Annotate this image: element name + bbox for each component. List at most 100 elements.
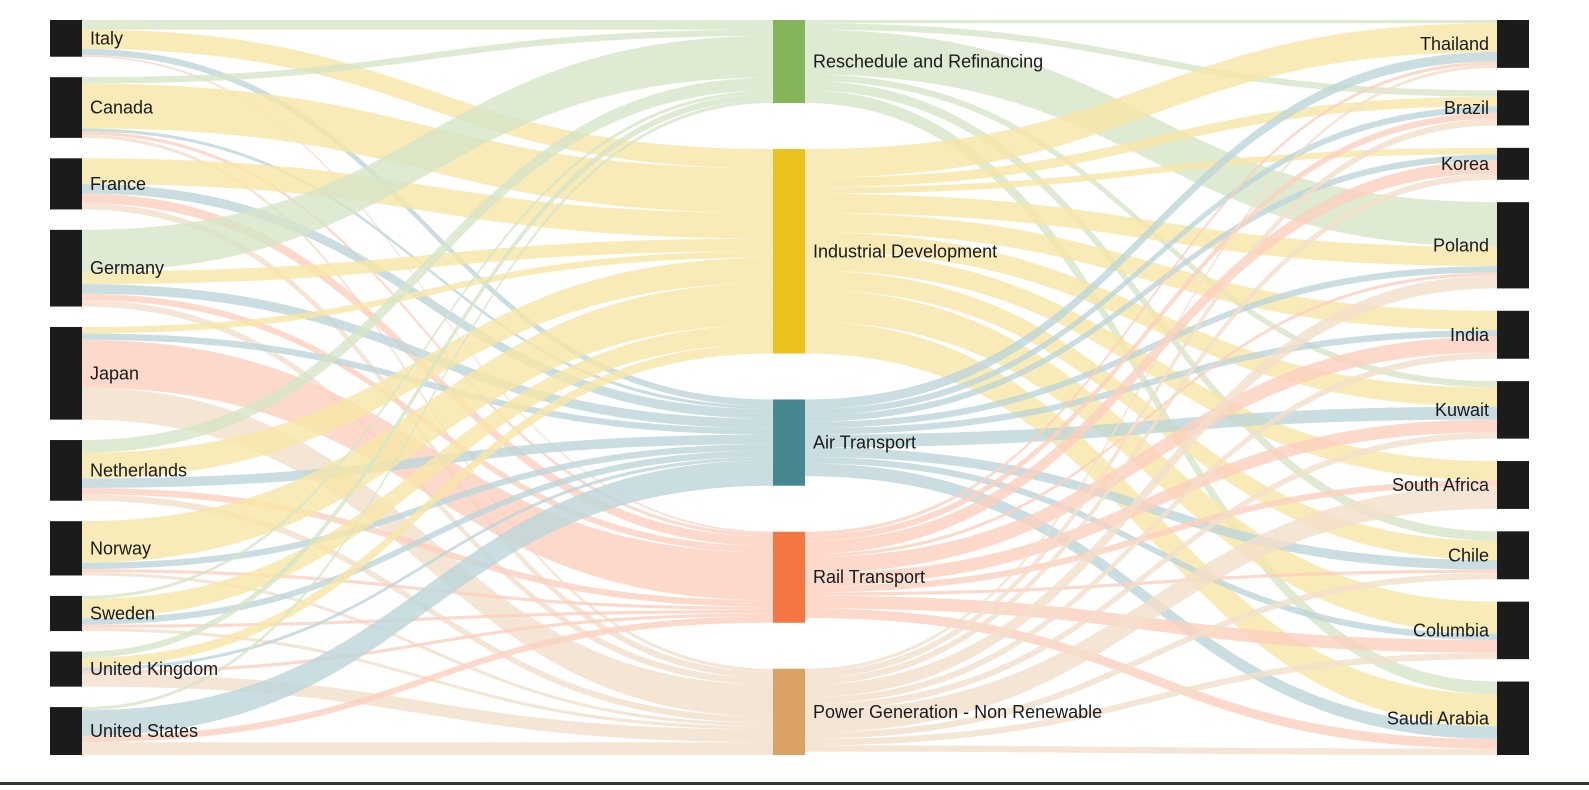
flow-industrial-development-to-korea[interactable]: [805, 147, 1497, 194]
flow-netherlands-to-rail-transport[interactable]: [82, 487, 773, 607]
flow-italy-to-reschedule-and-refinancing[interactable]: [82, 20, 773, 30]
node-netherlands[interactable]: [50, 440, 82, 501]
node-thailand[interactable]: [1497, 20, 1529, 68]
flow-air-transport-to-india[interactable]: [805, 329, 1497, 435]
node-power-generation-non-renewable[interactable]: [773, 668, 805, 755]
flow-air-transport-to-korea[interactable]: [805, 154, 1497, 422]
flow-rail-transport-to-saudi-arabia[interactable]: [805, 608, 1497, 749]
flow-power-generation-non-renewable-to-korea[interactable]: [805, 173, 1497, 685]
node-label-power-generation-non-renewable: Power Generation - Non Renewable: [813, 702, 1102, 722]
node-air-transport[interactable]: [773, 399, 805, 486]
labels-layer: Italy Canada France Germany Japan Netherlands…: [90, 28, 1490, 741]
node-saudi-arabia[interactable]: [1497, 681, 1529, 755]
flow-rail-transport-to-korea[interactable]: [805, 160, 1497, 555]
flow-power-generation-non-renewable-to-india[interactable]: [805, 352, 1497, 704]
flow-power-generation-non-renewable-to-columbia[interactable]: [805, 652, 1497, 746]
flow-united-states-to-power-generation-non-renewable[interactable]: [82, 742, 773, 755]
flow-air-transport-to-columbia[interactable]: [805, 456, 1497, 640]
node-canada[interactable]: [50, 77, 82, 138]
flow-power-generation-non-renewable-to-brazil[interactable]: [805, 119, 1497, 679]
node-industrial-development[interactable]: [773, 149, 805, 354]
flow-air-transport-to-thailand[interactable]: [805, 51, 1497, 410]
flow-power-generation-non-renewable-to-thailand[interactable]: [805, 64, 1497, 672]
node-kuwait[interactable]: [1497, 381, 1529, 439]
node-sweden[interactable]: [50, 595, 82, 632]
flow-industrial-development-to-india[interactable]: [805, 212, 1497, 330]
flow-united-kingdom-to-reschedule-and-refinancing[interactable]: [82, 93, 773, 658]
links-layer: [82, 20, 1497, 755]
node-germany[interactable]: [50, 229, 82, 307]
flow-france-to-industrial-development[interactable]: [82, 158, 773, 239]
flow-power-generation-non-renewable-to-south-africa[interactable]: [805, 486, 1497, 733]
flow-united-kingdom-to-rail-transport[interactable]: [82, 613, 773, 674]
node-japan[interactable]: [50, 326, 82, 420]
node-france[interactable]: [50, 158, 82, 210]
node-india[interactable]: [1497, 310, 1529, 359]
flow-industrial-development-to-thailand[interactable]: [805, 23, 1497, 178]
flow-power-generation-non-renewable-to-chile[interactable]: [805, 572, 1497, 740]
node-label-south-africa: South Africa: [1392, 475, 1490, 495]
flow-japan-to-air-transport[interactable]: [82, 333, 773, 435]
flow-air-transport-to-poland[interactable]: [805, 266, 1497, 429]
node-rail-transport[interactable]: [773, 531, 805, 623]
flow-sweden-to-air-transport[interactable]: [82, 450, 773, 625]
flow-sweden-to-rail-transport[interactable]: [82, 609, 773, 628]
flow-united-kingdom-to-industrial-development[interactable]: [82, 343, 773, 668]
flow-netherlands-to-air-transport[interactable]: [82, 434, 773, 488]
flow-power-generation-non-renewable-to-saudi-arabia[interactable]: [805, 745, 1497, 755]
flow-japan-to-power-generation-non-renewable[interactable]: [82, 387, 773, 717]
flow-rail-transport-to-india[interactable]: [805, 336, 1497, 574]
flow-rail-transport-to-thailand[interactable]: [805, 61, 1497, 535]
flow-united-kingdom-to-air-transport[interactable]: [82, 456, 773, 671]
node-chile[interactable]: [1497, 531, 1529, 580]
flow-rail-transport-to-kuwait[interactable]: [805, 419, 1497, 587]
flow-rail-transport-to-brazil[interactable]: [805, 112, 1497, 542]
flow-rail-transport-to-poland[interactable]: [805, 272, 1497, 558]
node-label-norway: Norway: [90, 538, 151, 558]
flow-air-transport-to-brazil[interactable]: [805, 106, 1497, 416]
node-label-united-kingdom: United Kingdom: [90, 659, 218, 679]
node-brazil[interactable]: [1497, 90, 1529, 126]
flow-industrial-development-to-brazil[interactable]: [805, 96, 1497, 188]
flow-france-to-air-transport[interactable]: [82, 183, 773, 419]
node-label-korea: Korea: [1441, 154, 1490, 174]
nodes-layer: [50, 20, 1529, 755]
flow-norway-to-industrial-development[interactable]: [82, 283, 773, 563]
node-reschedule-and-refinancing[interactable]: [773, 20, 805, 104]
node-italy[interactable]: [50, 20, 82, 57]
flow-united-states-to-reschedule-and-refinancing[interactable]: [82, 99, 773, 711]
flow-united-states-to-air-transport[interactable]: [82, 460, 773, 736]
flow-japan-to-industrial-development[interactable]: [82, 251, 773, 334]
node-south-africa[interactable]: [1497, 461, 1529, 509]
flow-italy-to-industrial-development[interactable]: [82, 29, 773, 169]
flow-reschedule-and-refinancing-to-brazil[interactable]: [805, 23, 1497, 97]
flow-sweden-to-reschedule-and-refinancing[interactable]: [82, 90, 773, 600]
flow-italy-to-air-transport[interactable]: [82, 48, 773, 406]
node-korea[interactable]: [1497, 147, 1529, 180]
flow-rail-transport-to-chile[interactable]: [805, 569, 1497, 596]
flow-norway-to-power-generation-non-renewable[interactable]: [82, 572, 773, 727]
flow-canada-to-reschedule-and-refinancing[interactable]: [82, 29, 773, 84]
flow-industrial-development-to-south-africa[interactable]: [805, 251, 1497, 481]
flow-power-generation-non-renewable-to-kuwait[interactable]: [805, 432, 1497, 711]
node-label-air-transport: Air Transport: [813, 433, 916, 453]
flow-rail-transport-to-south-africa[interactable]: [805, 480, 1497, 593]
flow-reschedule-and-refinancing-to-saudi-arabia[interactable]: [805, 90, 1497, 695]
flow-reschedule-and-refinancing-to-thailand[interactable]: [805, 20, 1497, 24]
flow-industrial-development-to-saudi-arabia[interactable]: [805, 321, 1497, 727]
node-poland[interactable]: [1497, 202, 1529, 289]
flow-netherlands-to-reschedule-and-refinancing[interactable]: [82, 77, 773, 453]
flow-germany-to-reschedule-and-refinancing[interactable]: [82, 35, 773, 272]
flow-netherlands-to-industrial-development[interactable]: [82, 257, 773, 479]
flow-power-generation-non-renewable-to-poland[interactable]: [805, 275, 1497, 698]
node-united-kingdom[interactable]: [50, 651, 82, 687]
flow-rail-transport-to-columbia[interactable]: [805, 595, 1497, 653]
node-norway[interactable]: [50, 521, 82, 576]
node-columbia[interactable]: [1497, 601, 1529, 660]
flow-united-states-to-rail-transport[interactable]: [82, 616, 773, 743]
flow-sweden-to-industrial-development[interactable]: [82, 324, 773, 619]
node-united-states[interactable]: [50, 707, 82, 755]
flow-industrial-development-to-kuwait[interactable]: [805, 232, 1497, 407]
flow-canada-to-rail-transport[interactable]: [82, 131, 773, 537]
